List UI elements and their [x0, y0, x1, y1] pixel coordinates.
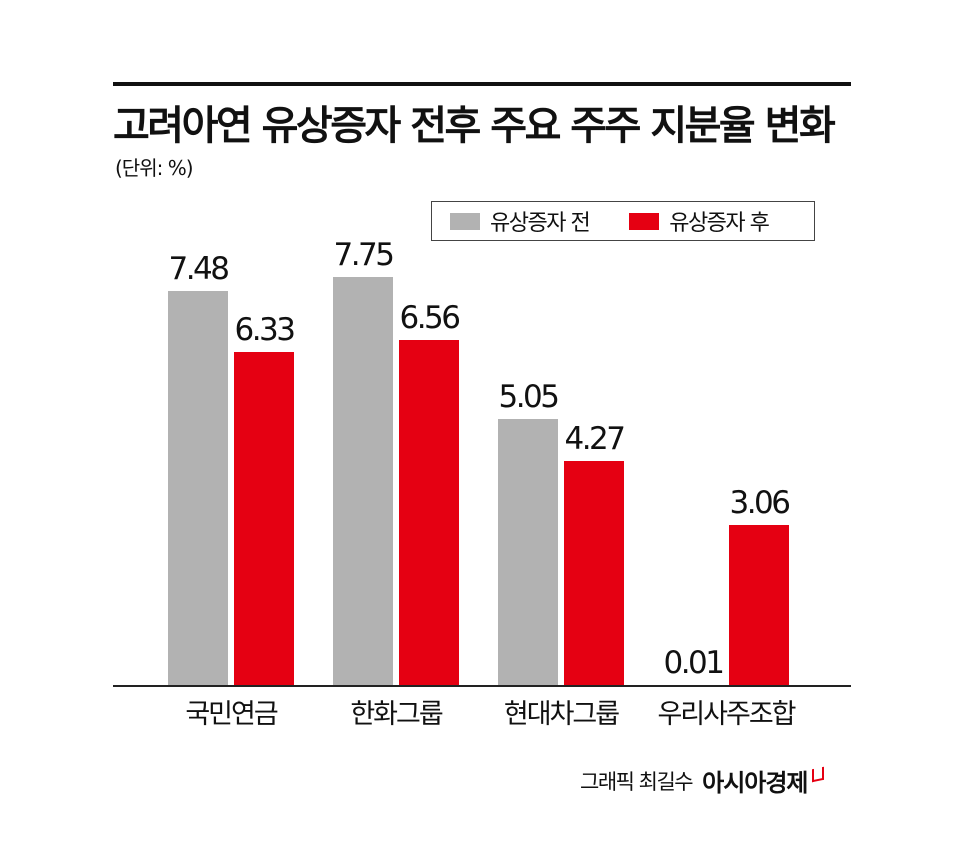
graphic-credit: 그래픽 최길수 [580, 769, 694, 794]
category-label: 현대차그룹 [503, 699, 620, 730]
unit-label: (단위: %) [115, 156, 194, 180]
top-rule [113, 82, 851, 86]
legend-item-after: 유상증자 후 [629, 205, 770, 237]
data-label-before: 0.01 [663, 645, 725, 682]
data-label-before: 7.48 [168, 251, 230, 288]
bar-after [399, 339, 459, 686]
bar-after [234, 351, 294, 686]
legend-label-after: 유상증자 후 [669, 211, 770, 236]
bar-after [564, 460, 624, 686]
category-label: 한화그룹 [350, 699, 443, 730]
data-label-after: 4.27 [564, 420, 626, 457]
category-label: 국민연금 [185, 699, 278, 730]
legend: 유상증자 전 유상증자 후 [431, 201, 815, 241]
legend-swatch-before [450, 212, 480, 230]
bar-before [333, 277, 393, 686]
footer-credit: 그래픽 최길수 아시아경제 [580, 763, 824, 798]
data-label-before: 5.05 [498, 379, 560, 416]
brand-logo-text: 아시아경제 [702, 769, 808, 797]
legend-label-before: 유상증자 전 [490, 211, 591, 236]
data-label-after: 6.33 [234, 311, 296, 348]
bar-before [168, 291, 228, 686]
bar-before [498, 419, 558, 686]
chart-title: 고려아연 유상증자 전후 주요 주주 지분율 변화 [113, 103, 836, 149]
bar-after [729, 524, 789, 686]
data-label-after: 6.56 [399, 299, 461, 336]
x-axis-baseline [113, 685, 851, 687]
data-label-after: 3.06 [729, 484, 791, 521]
category-label: 우리사주조합 [657, 699, 796, 730]
legend-item-before: 유상증자 전 [450, 205, 591, 237]
legend-swatch-after [629, 212, 660, 230]
brand-mark-icon [811, 766, 824, 783]
data-label-before: 7.75 [333, 237, 395, 273]
